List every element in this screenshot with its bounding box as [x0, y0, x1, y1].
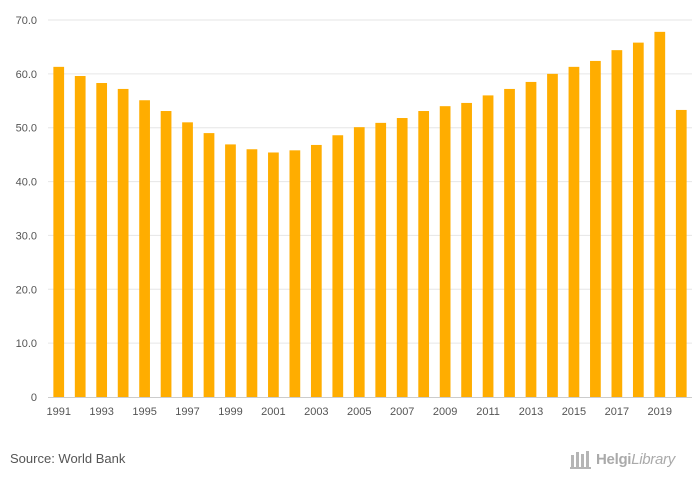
- y-tick-label: 0: [31, 392, 37, 404]
- bar-2000[interactable]: [246, 149, 258, 397]
- source-note: Source: World Bank: [10, 451, 126, 466]
- bar-1991[interactable]: [53, 66, 65, 397]
- x-tick-label: 2005: [347, 406, 371, 418]
- bar-1997[interactable]: [182, 122, 193, 397]
- library-icon: [570, 451, 591, 469]
- gridlines: [48, 19, 692, 344]
- y-tick-label: 50.0: [16, 123, 37, 135]
- bar-2008[interactable]: [418, 111, 430, 398]
- brand-name: HelgiLibrary: [596, 450, 675, 468]
- bar-1993[interactable]: [96, 83, 108, 398]
- y-tick-label: 60.0: [16, 69, 37, 81]
- bar-1999[interactable]: [225, 144, 236, 397]
- bar-2001[interactable]: [268, 152, 279, 397]
- y-tick-label: 20.0: [16, 284, 37, 296]
- y-tick-label: 30.0: [16, 230, 37, 242]
- x-tick-label: 2013: [519, 406, 543, 418]
- y-tick-label: 10.0: [16, 338, 37, 350]
- bar-2016[interactable]: [590, 60, 601, 397]
- bar-2004[interactable]: [332, 135, 344, 398]
- bar-2003[interactable]: [310, 144, 322, 397]
- bar-1994[interactable]: [117, 88, 129, 398]
- bar-2020[interactable]: [675, 109, 687, 397]
- y-tick-label: 40.0: [16, 177, 37, 189]
- x-tick-label: 2001: [261, 406, 285, 418]
- bar-2009[interactable]: [439, 106, 451, 398]
- x-axis-ticks: 1991 1993 1995 1997 1999 2001 2003 2005 2007 2009…: [46, 406, 672, 418]
- x-tick-label: 1991: [46, 406, 70, 418]
- x-tick-label: 2017: [605, 406, 629, 418]
- x-tick-label: 2003: [304, 406, 328, 418]
- y-tick-label: 70.0: [16, 15, 37, 27]
- bar-2011[interactable]: [482, 95, 494, 398]
- bar-2012[interactable]: [504, 88, 515, 398]
- y-axis-ticks: 0 10.0 20.0 30.0 40.0 50.0 60.0 70.0: [16, 15, 37, 404]
- x-tick-label: 2015: [562, 406, 586, 418]
- bar-2007[interactable]: [396, 118, 408, 398]
- bar-2015[interactable]: [568, 66, 580, 397]
- x-tick-label: 1999: [218, 406, 242, 418]
- bar-1996[interactable]: [160, 111, 172, 398]
- bar-2010[interactable]: [461, 102, 472, 397]
- bar-chart: 010.020.030.040.050.060.070.0 1991 1993 19…: [16, 15, 692, 418]
- x-tick-label: 2009: [433, 406, 457, 418]
- x-tick-label: 2007: [390, 406, 414, 418]
- x-tick-label: 2011: [476, 406, 500, 418]
- bar-2002[interactable]: [289, 150, 301, 397]
- bar-2005[interactable]: [353, 127, 365, 397]
- bar-1998[interactable]: [203, 133, 215, 397]
- bar-2013[interactable]: [525, 81, 537, 397]
- bar-2018[interactable]: [632, 42, 644, 398]
- bar-2006[interactable]: [375, 122, 387, 398]
- bar-2019[interactable]: [654, 31, 666, 397]
- x-tick-label: 1997: [175, 406, 199, 418]
- bars: [53, 31, 687, 398]
- x-tick-label: 1993: [89, 406, 113, 418]
- bar-1995[interactable]: [139, 100, 150, 398]
- x-tick-label: 1995: [132, 406, 156, 418]
- bar-2017[interactable]: [611, 50, 623, 397]
- x-tick-label: 2019: [648, 406, 672, 418]
- bar-2014[interactable]: [547, 73, 558, 397]
- bar-1992[interactable]: [74, 76, 86, 398]
- brand-logo[interactable]: HelgiLibrary: [570, 448, 694, 470]
